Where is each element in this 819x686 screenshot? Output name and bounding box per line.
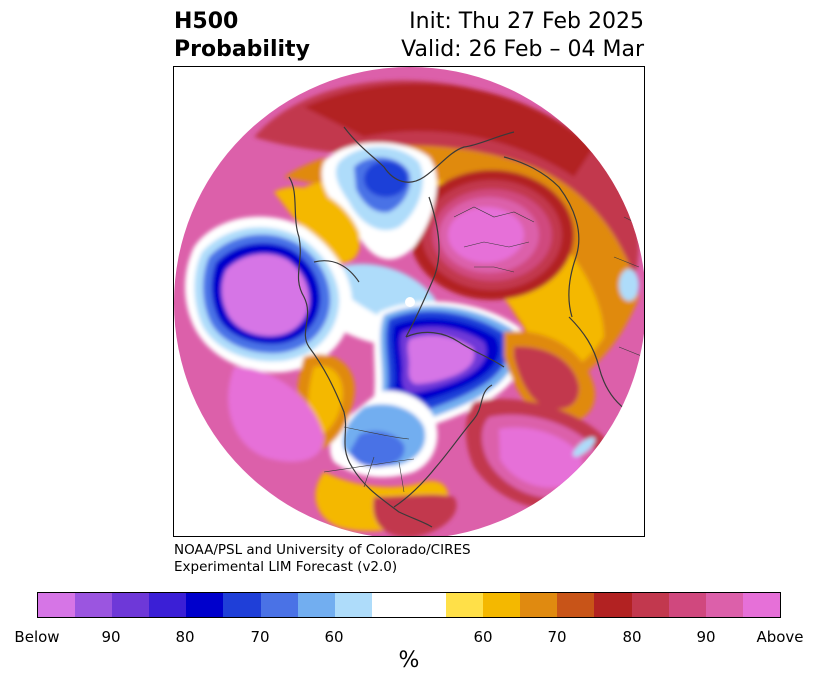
coastline-europe: [343, 126, 515, 183]
colorbar-swatch: [186, 593, 224, 617]
colorbar-swatch: [520, 593, 558, 617]
colorbar-swatch: [371, 593, 409, 617]
colorbar-swatch: [334, 593, 372, 617]
us-south-red: [373, 494, 457, 536]
colorbar-swatch: [446, 593, 484, 617]
colorbar-swatch: [149, 593, 187, 617]
coastline-hudson: [405, 331, 505, 368]
us-state-lines: [323, 426, 415, 493]
coastline-greenland: [313, 260, 360, 283]
credit-text: NOAA/PSL and University of Colorado/CIRE…: [174, 542, 471, 576]
right-edge-faint-below: [619, 269, 639, 301]
colorbar-swatch: [631, 593, 669, 617]
coastline-east-asia: [568, 316, 630, 413]
atlantic-east-core: [499, 427, 583, 488]
colorbar-swatch: [483, 593, 521, 617]
pacific-above-core: [228, 367, 324, 462]
colorbar-unit-label: %: [398, 648, 420, 673]
us-mid-below: [350, 431, 405, 468]
title-quantity: Probability: [174, 37, 310, 62]
map-panel: [173, 66, 645, 537]
colorbar-tick-label: 90: [101, 628, 121, 646]
forecast-dates: Init: Thu 27 Feb 2025 Valid: 26 Feb – 04…: [401, 8, 644, 64]
colorbar-swatch: [223, 593, 261, 617]
colorbar-swatch: [668, 593, 706, 617]
init-date: Init: Thu 27 Feb 2025: [409, 9, 644, 34]
colorbar-swatch: [557, 593, 595, 617]
coastline-west: [288, 176, 433, 528]
coastline-east-us: [393, 384, 493, 508]
canada-below-core: [407, 335, 475, 384]
colorbar-swatch: [742, 593, 780, 617]
colorbar-swatch: [112, 593, 150, 617]
probability-map: [174, 67, 644, 536]
coastline-scandinavia: [405, 196, 440, 338]
colorbar-tick-label: 60: [473, 628, 493, 646]
colorbar: [37, 592, 781, 618]
coastline-russia: [503, 156, 580, 318]
credit-line1: NOAA/PSL and University of Colorado/CIRE…: [174, 542, 471, 558]
siberia-above-core: [448, 207, 524, 263]
map-title: H500 Probability: [174, 8, 310, 64]
colorbar-tick-label: 70: [250, 628, 270, 646]
colorbar-swatch: [75, 593, 113, 617]
atlantic-below-core: [221, 253, 310, 337]
colorbar-swatch: [594, 593, 632, 617]
colorbar-tick-label: 90: [696, 628, 716, 646]
east-asia-strong: [514, 346, 579, 409]
colorbar-tick-label: 80: [175, 628, 195, 646]
north-pole-marker: [405, 297, 415, 307]
colorbar-tick-label: 70: [547, 628, 567, 646]
colorbar-tick-label: 60: [324, 628, 344, 646]
colorbar-tick-label: 80: [622, 628, 642, 646]
above-red-core-north: [304, 83, 594, 177]
colorbar-tick-label: Above: [756, 628, 804, 646]
valid-range: Valid: 26 Feb – 04 Mar: [401, 37, 644, 62]
colorbar-swatch: [705, 593, 743, 617]
eurasia-borders: [453, 206, 535, 273]
credit-line2: Experimental LIM Forecast (v2.0): [174, 559, 398, 575]
colorbar-tick-label: Below: [14, 628, 60, 646]
colorbar-swatch: [408, 593, 447, 617]
colorbar-swatch: [38, 593, 76, 617]
europe-strong-below: [364, 161, 408, 197]
colorbar-swatch: [260, 593, 298, 617]
colorbar-swatch: [297, 593, 335, 617]
lower-right-faint-below: [572, 437, 596, 457]
title-variable: H500: [174, 9, 239, 34]
